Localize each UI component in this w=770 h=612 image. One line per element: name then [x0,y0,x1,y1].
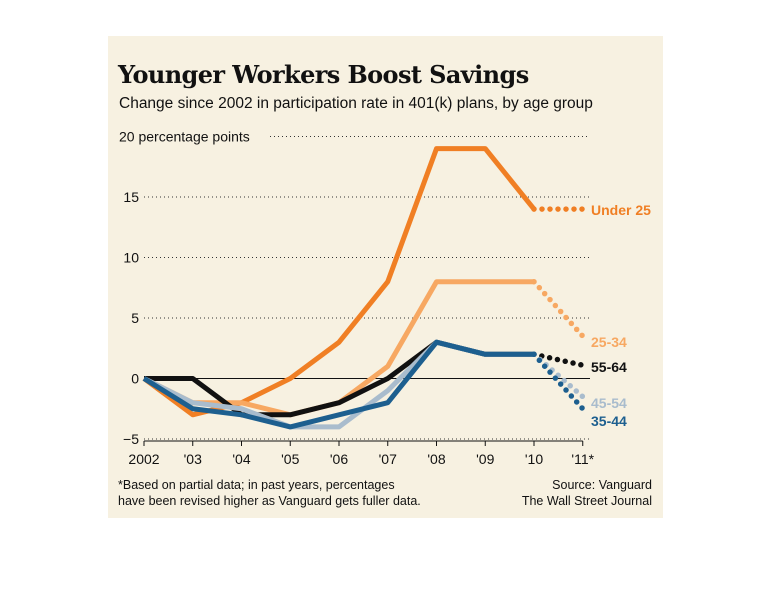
y-tick-label: 15 [123,189,139,205]
y-tick-label: 5 [131,310,139,326]
series-label: 25-34 [591,334,627,350]
x-tick-label: '04 [232,451,250,467]
series-dotted-line [531,351,586,368]
x-tick-label: '09 [476,451,494,467]
y-tick-label: 10 [123,250,139,266]
source-credit: Source: Vanguard The Wall Street Journal [522,477,652,509]
x-tick-label: '10 [525,451,543,467]
y-axis-label: 20 percentage points [119,129,250,145]
chart-panel [108,36,663,518]
x-tick-label: '06 [330,451,348,467]
y-tick-label: −5 [123,431,139,447]
x-tick-label: '07 [379,451,397,467]
series-label: 35-44 [591,413,627,429]
series-label: Under 25 [591,202,651,218]
series-label: 55-64 [591,359,627,375]
x-tick-label: 2002 [128,451,159,467]
series-line [142,339,534,430]
x-tick-label: '05 [281,451,299,467]
footnote-line: have been revised higher as Vanguard get… [118,494,421,508]
x-tick-label: '08 [427,451,445,467]
source-line: The Wall Street Journal [521,494,652,508]
y-tick-label: 0 [131,371,139,387]
source-line: Source: Vanguard [552,478,652,492]
series-dotted-line [531,278,586,339]
chart-subtitle: Change since 2002 in participation rate … [119,95,593,112]
series-label: 45-54 [591,395,627,411]
footnote: *Based on partial data; in past years, p… [118,477,421,509]
x-tick-label: '11* [571,451,594,467]
chart-title: Younger Workers Boost Savings [118,60,529,89]
footnote-line: *Based on partial data; in past years, p… [118,478,395,492]
series-dotted-line [531,351,586,400]
series-line [142,279,534,418]
x-tick-label: '03 [184,451,202,467]
